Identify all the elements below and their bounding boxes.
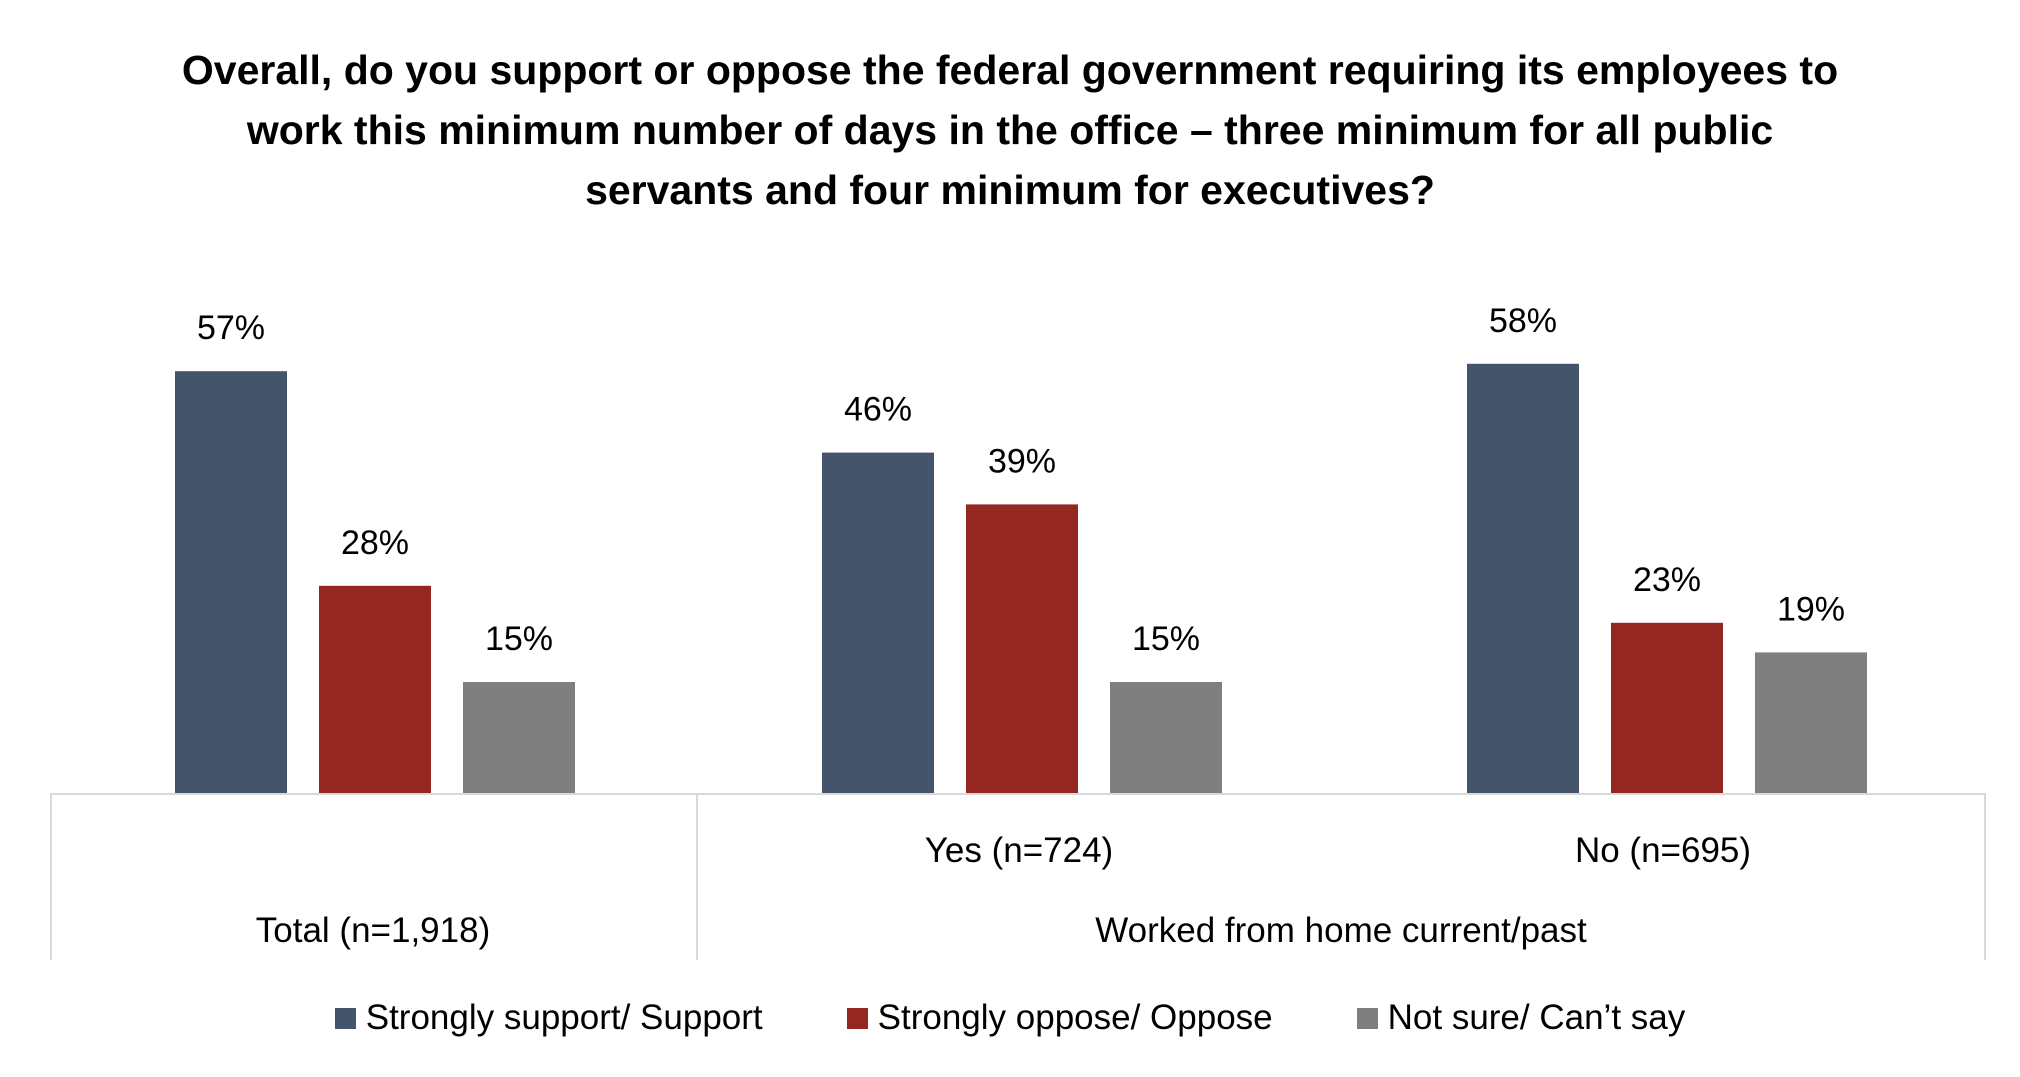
bar-not-sure-total <box>463 682 575 793</box>
bar-support-no <box>1467 363 1579 793</box>
bars-layer <box>175 363 1867 793</box>
data-label-support-total: 57% <box>197 309 265 347</box>
legend-label-oppose: Strongly oppose/ Oppose <box>877 998 1273 1037</box>
data-label-support-yes: 46% <box>844 391 912 429</box>
legend-label-support: Strongly support/ Support <box>365 998 763 1037</box>
category-label-no: No (n=695) <box>1575 831 1751 870</box>
bar-not-sure-no <box>1755 652 1867 793</box>
legend-swatch-not-sure <box>1356 1007 1378 1029</box>
data-labels-layer: 57% 28% 15% 46% 39% 15% 58% 23% 19% <box>197 302 1845 658</box>
bar-support-yes <box>822 452 934 793</box>
data-label-not-sure-total: 15% <box>485 620 553 658</box>
data-label-not-sure-yes: 15% <box>1132 620 1200 658</box>
category-label-yes: Yes (n=724) <box>925 831 1113 870</box>
category-group-label: Worked from home current/past <box>1095 911 1587 950</box>
legend: Strongly support/ Support Strongly oppos… <box>0 993 2020 1043</box>
legend-label-not-sure: Not sure/ Can’t say <box>1387 998 1686 1037</box>
legend-swatch-oppose <box>846 1007 868 1029</box>
category-label-total: Total (n=1,918) <box>256 911 490 950</box>
bar-not-sure-yes <box>1110 682 1222 793</box>
chart-title: Overall, do you support or oppose the fe… <box>181 47 1839 213</box>
category-axis: Total (n=1,918) Yes (n=724) No (n=695) W… <box>50 793 1986 960</box>
data-label-oppose-no: 23% <box>1633 561 1701 599</box>
data-label-not-sure-no: 19% <box>1777 590 1845 628</box>
bar-oppose-yes <box>966 504 1078 793</box>
data-label-oppose-total: 28% <box>341 524 409 562</box>
data-label-oppose-yes: 39% <box>988 442 1056 480</box>
data-label-support-no: 58% <box>1489 302 1557 340</box>
bar-chart: 57% 28% 15% 46% 39% 15% 58% 23% 19% Total (n=1,9… <box>50 302 1986 960</box>
legend-swatch-support <box>334 1007 356 1029</box>
legend-item-support: Strongly support/ Support <box>334 998 763 1038</box>
bar-support-total <box>175 371 287 793</box>
legend-item-not-sure: Not sure/ Can’t say <box>1356 998 1686 1038</box>
legend-item-oppose: Strongly oppose/ Oppose <box>846 998 1273 1038</box>
bar-oppose-no <box>1611 622 1723 793</box>
bar-oppose-total <box>319 585 431 793</box>
